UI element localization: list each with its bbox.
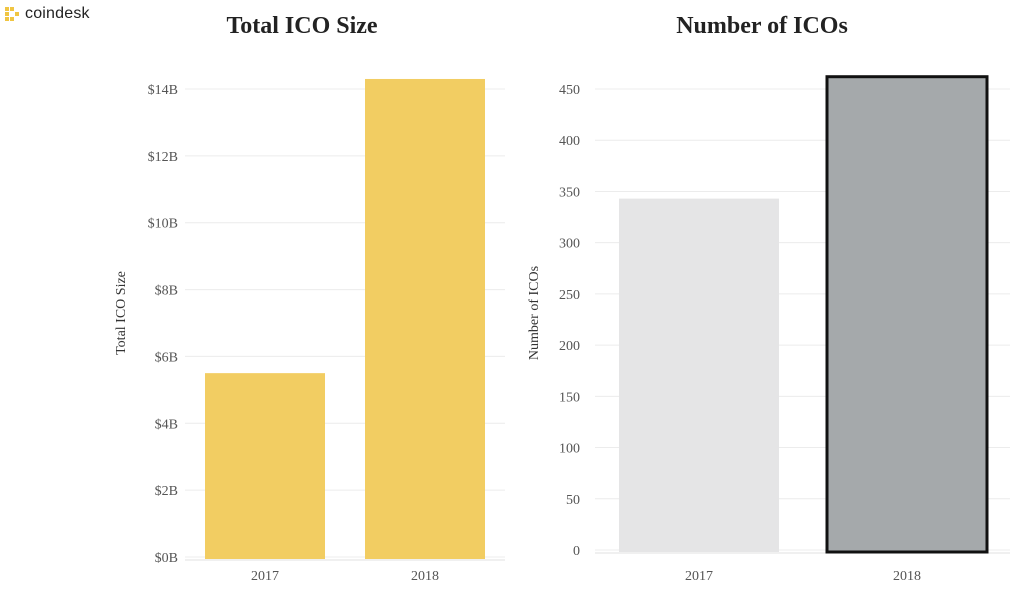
x-tick-label: 2017 bbox=[685, 569, 713, 584]
coindesk-logo-icon bbox=[5, 7, 19, 21]
bar-2018 bbox=[825, 75, 989, 554]
y-tick-label: 250 bbox=[559, 288, 580, 303]
y-tick-label: $8B bbox=[155, 284, 178, 299]
y-axis-label: Number of ICOs bbox=[527, 266, 542, 360]
bar-2017 bbox=[619, 198, 779, 553]
x-tick-label: 2018 bbox=[893, 569, 921, 584]
y-tick-label: 150 bbox=[559, 390, 580, 405]
bar-2017 bbox=[205, 373, 325, 559]
brand-logo: coindesk bbox=[4, 4, 90, 24]
y-tick-label: 300 bbox=[559, 237, 580, 252]
y-tick-label: 400 bbox=[559, 134, 580, 149]
x-tick-label: 2017 bbox=[251, 569, 279, 584]
y-tick-label: 350 bbox=[559, 185, 580, 200]
y-tick-label: $4B bbox=[155, 417, 178, 432]
y-tick-label: 0 bbox=[573, 544, 580, 559]
y-tick-label: 450 bbox=[559, 83, 580, 98]
y-tick-label: $6B bbox=[155, 350, 178, 365]
y-tick-label: $14B bbox=[148, 83, 178, 98]
y-tick-label: $10B bbox=[148, 217, 178, 232]
y-tick-label: $0B bbox=[155, 551, 178, 566]
y-tick-label: 100 bbox=[559, 442, 580, 457]
y-axis-label: Total ICO Size bbox=[114, 271, 129, 355]
bar-2018 bbox=[365, 78, 485, 559]
chart-title-total-ico-size: Total ICO Size bbox=[226, 13, 378, 39]
brand-name: coindesk bbox=[25, 5, 90, 22]
y-tick-label: 50 bbox=[566, 493, 580, 508]
y-tick-label: $12B bbox=[148, 150, 178, 165]
y-tick-label: $2B bbox=[155, 484, 178, 499]
x-tick-label: 2018 bbox=[411, 569, 439, 584]
y-tick-label: 200 bbox=[559, 339, 580, 354]
chart-title-number-of-icos: Number of ICOs bbox=[676, 13, 848, 39]
